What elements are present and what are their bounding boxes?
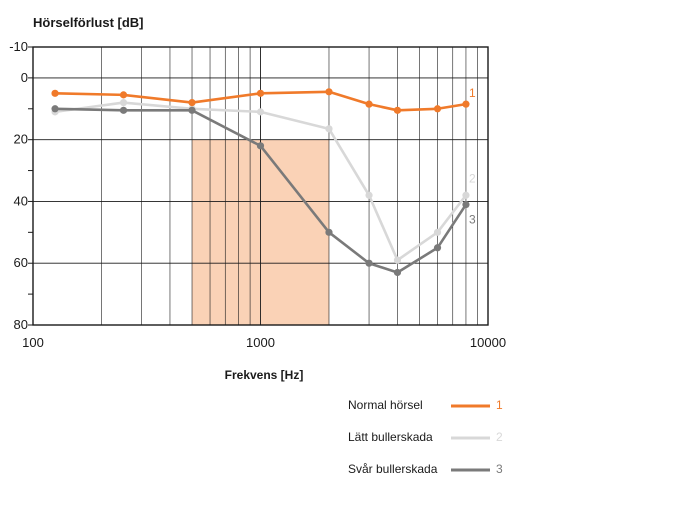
data-point-series-1 xyxy=(365,100,373,108)
data-point-series-3 xyxy=(256,142,265,150)
data-point-series-1 xyxy=(188,99,196,107)
legend-number-3: 3 xyxy=(496,462,503,476)
plot-frame xyxy=(32,46,489,326)
data-point-series-1 xyxy=(119,91,128,99)
data-point-series-3 xyxy=(51,105,59,113)
y-tick-label: 60 xyxy=(14,255,28,270)
data-point-series-2 xyxy=(256,108,265,116)
data-point-series-1 xyxy=(462,100,470,108)
y-tick-label: 80 xyxy=(14,317,28,332)
data-point-series-3 xyxy=(393,268,402,277)
data-point-series-1 xyxy=(433,105,442,113)
series-end-label-3: 3 xyxy=(469,213,476,227)
data-point-series-3 xyxy=(462,200,470,209)
legend-number-1: 1 xyxy=(496,398,503,412)
y-tick-label: 20 xyxy=(14,132,28,147)
x-tick-label: 100 xyxy=(22,335,44,350)
data-point-series-1 xyxy=(51,89,59,97)
y-tick-label: 40 xyxy=(14,193,28,208)
y-axis-title: Hörselförlust [dB] xyxy=(33,15,144,30)
data-point-series-2 xyxy=(462,191,470,199)
x-tick-label: 10000 xyxy=(470,335,506,350)
data-point-series-3 xyxy=(325,228,333,236)
data-point-series-3 xyxy=(433,244,442,252)
legend-label-1: Normal hörsel xyxy=(348,398,423,412)
legend-label-3: Svår bullerskada xyxy=(348,462,438,476)
data-point-series-3 xyxy=(119,106,128,114)
data-point-series-3 xyxy=(188,106,196,114)
y-tick-label: -10 xyxy=(9,39,28,54)
data-point-series-1 xyxy=(325,88,333,96)
legend-label-2: Lätt bullerskada xyxy=(348,430,433,444)
x-tick-label: 1000 xyxy=(246,335,275,350)
data-point-series-2 xyxy=(325,125,333,133)
data-point-series-2 xyxy=(119,99,128,107)
data-point-series-2 xyxy=(433,228,442,236)
x-axis-title: Frekvens [Hz] xyxy=(225,368,304,382)
legend-number-2: 2 xyxy=(496,430,503,444)
series-end-label-2: 2 xyxy=(469,171,476,185)
data-point-series-1 xyxy=(256,89,265,97)
series-end-label-1: 1 xyxy=(469,86,476,100)
y-tick-label: 0 xyxy=(21,70,28,85)
data-point-series-3 xyxy=(365,259,373,267)
data-point-series-1 xyxy=(393,106,402,114)
data-point-series-2 xyxy=(365,191,373,199)
data-point-series-2 xyxy=(393,256,402,264)
